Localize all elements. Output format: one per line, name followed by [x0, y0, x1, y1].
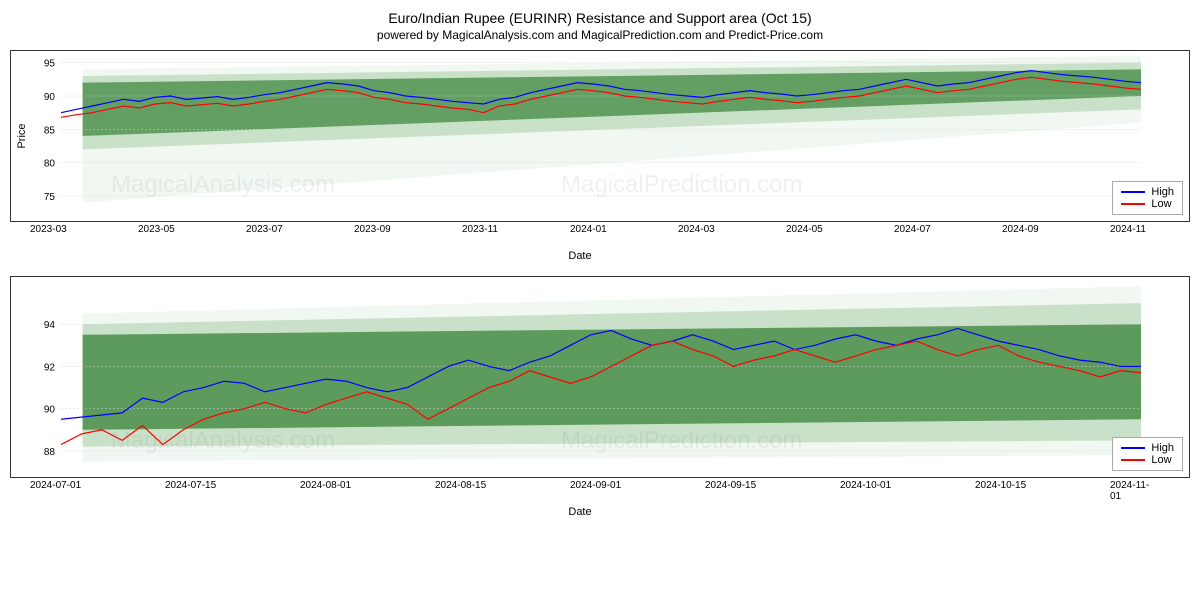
x-tick-label: 2023-03	[30, 224, 67, 235]
legend-low-label: Low	[1151, 198, 1171, 210]
legend-bottom: High Low	[1112, 437, 1183, 471]
legend-line-low-2	[1121, 459, 1145, 461]
legend-low: Low	[1121, 198, 1174, 210]
x-tick-label: 2024-09-15	[705, 480, 756, 491]
svg-text:95: 95	[44, 59, 56, 70]
bottom-chart-svg: 88 90 92 94	[11, 277, 1151, 477]
top-chart-svg: 75 80 85 90 95 Price	[11, 51, 1151, 221]
legend-top: High Low	[1112, 181, 1183, 215]
x-tick-label: 2024-08-01	[300, 480, 351, 491]
legend-line-high	[1121, 191, 1145, 193]
legend-high-label-2: High	[1151, 442, 1174, 454]
bottom-chart-panel: 88909294 High Low MagicalAnalysis.com Ma…	[10, 276, 1190, 478]
legend-low-label-2: Low	[1151, 454, 1171, 466]
x-tick-label: 2024-07-01	[30, 480, 81, 491]
svg-text:75: 75	[44, 192, 56, 203]
svg-text:80: 80	[44, 159, 56, 170]
svg-text:92: 92	[44, 362, 56, 373]
chart-container: Euro/Indian Rupee (EURINR) Resistance an…	[10, 10, 1190, 518]
svg-text:Price: Price	[16, 123, 28, 148]
x-tick-label: 2024-10-15	[975, 480, 1026, 491]
x-tick-label: 2024-07	[894, 224, 931, 235]
svg-text:94: 94	[44, 320, 56, 331]
x-tick-label: 2023-11	[462, 224, 498, 235]
x-tick-label: 2024-09-01	[570, 480, 621, 491]
x-axis-title: Date	[10, 506, 1150, 518]
chart-title: Euro/Indian Rupee (EURINR) Resistance an…	[10, 10, 1190, 26]
top-chart-panel: 7580859095Price High Low MagicalAnalysis…	[10, 50, 1190, 222]
x-tick-label: 2024-05	[786, 224, 823, 235]
legend-low-2: Low	[1121, 454, 1174, 466]
svg-text:90: 90	[44, 405, 56, 416]
x-tick-label: 2024-11-01	[1110, 480, 1150, 502]
x-tick-label: 2024-09	[1002, 224, 1039, 235]
legend-high: High	[1121, 186, 1174, 198]
x-tick-label: 2023-07	[246, 224, 283, 235]
x-tick-label: 2023-05	[138, 224, 175, 235]
legend-high-label: High	[1151, 186, 1174, 198]
legend-line-high-2	[1121, 447, 1145, 449]
x-axis-title: Date	[10, 250, 1150, 262]
x-tick-label: 2024-11	[1110, 224, 1146, 235]
x-tick-label: 2024-08-15	[435, 480, 486, 491]
x-tick-label: 2024-10-01	[840, 480, 891, 491]
x-tick-label: 2024-07-15	[165, 480, 216, 491]
svg-text:88: 88	[44, 447, 56, 458]
x-tick-label: 2023-09	[354, 224, 391, 235]
x-tick-label: 2024-01	[570, 224, 607, 235]
chart-subtitle: powered by MagicalAnalysis.com and Magic…	[10, 28, 1190, 42]
legend-high-2: High	[1121, 442, 1174, 454]
svg-text:85: 85	[44, 125, 56, 136]
x-tick-label: 2024-03	[678, 224, 715, 235]
svg-text:90: 90	[44, 92, 56, 103]
legend-line-low	[1121, 203, 1145, 205]
